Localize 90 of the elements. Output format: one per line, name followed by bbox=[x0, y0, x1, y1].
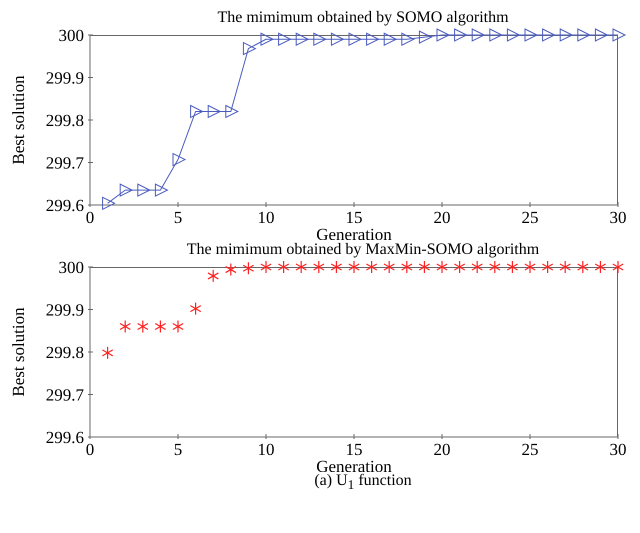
y-tick-label: 299.8 bbox=[46, 343, 84, 362]
point bbox=[506, 260, 518, 274]
y-tick-label: 299.7 bbox=[46, 386, 84, 404]
point bbox=[577, 260, 589, 274]
point bbox=[436, 28, 450, 42]
point bbox=[594, 28, 608, 42]
x-tick-label: 20 bbox=[434, 208, 450, 227]
x-tick-label: 30 bbox=[610, 208, 626, 227]
point bbox=[225, 262, 237, 276]
point bbox=[260, 260, 272, 274]
point bbox=[594, 260, 606, 274]
y-axis-title: Best solution bbox=[9, 74, 28, 165]
point bbox=[489, 28, 502, 42]
point bbox=[366, 260, 378, 274]
x-axis-title: Generation bbox=[316, 225, 392, 244]
point bbox=[348, 260, 360, 274]
point bbox=[542, 260, 554, 274]
point bbox=[190, 105, 204, 118]
x-tick-label: 5 bbox=[174, 208, 182, 227]
point bbox=[489, 260, 501, 274]
point bbox=[313, 32, 326, 46]
point bbox=[137, 320, 149, 334]
point bbox=[208, 105, 221, 118]
point bbox=[102, 196, 116, 210]
point bbox=[260, 32, 274, 46]
text: (a) U$_{1}$ function bbox=[313, 472, 413, 494]
point bbox=[190, 302, 202, 316]
point bbox=[242, 262, 254, 275]
point bbox=[524, 28, 538, 42]
point bbox=[472, 28, 485, 42]
point bbox=[242, 42, 256, 56]
point bbox=[330, 32, 344, 46]
point bbox=[119, 320, 131, 334]
x-tick-label: 15 bbox=[346, 440, 362, 459]
x-tick-label: 10 bbox=[258, 208, 274, 227]
point bbox=[366, 32, 380, 46]
x-tick-label: 25 bbox=[522, 440, 538, 459]
y-tick-label: 300 bbox=[58, 26, 84, 45]
point bbox=[154, 320, 166, 334]
x-tick-label: 25 bbox=[522, 208, 538, 227]
point bbox=[401, 32, 414, 46]
point bbox=[278, 260, 290, 274]
point bbox=[295, 260, 307, 274]
point bbox=[560, 28, 573, 42]
point bbox=[418, 260, 430, 274]
chart-title: The mimimum obtained by MaxMin-SOMO algorithm bbox=[186, 241, 540, 258]
y-tick-label: 299.6 bbox=[46, 196, 84, 215]
point bbox=[612, 260, 624, 274]
point bbox=[137, 184, 150, 197]
y-tick-label: 299.9 bbox=[46, 300, 84, 320]
point bbox=[154, 184, 168, 197]
y-axis-title: Best solution bbox=[9, 306, 28, 397]
y-tick-label: 299.8 bbox=[46, 111, 84, 130]
point bbox=[418, 30, 432, 44]
x-tick-label: 5 bbox=[174, 440, 182, 459]
point bbox=[471, 260, 483, 274]
point bbox=[313, 260, 325, 274]
point bbox=[612, 28, 626, 42]
point bbox=[401, 260, 413, 274]
point bbox=[454, 260, 466, 274]
point bbox=[542, 28, 556, 42]
point bbox=[577, 28, 590, 42]
point bbox=[172, 153, 186, 166]
point bbox=[384, 32, 397, 46]
point bbox=[278, 32, 292, 46]
point bbox=[559, 260, 571, 274]
x-tick-label: 15 bbox=[346, 208, 362, 227]
point bbox=[120, 184, 133, 197]
point bbox=[383, 260, 395, 274]
y-tick-label: 299.7 bbox=[46, 154, 84, 172]
x-tick-label: 20 bbox=[434, 440, 450, 459]
x-tick-label: 10 bbox=[258, 440, 274, 459]
y-tick-label: 300 bbox=[58, 258, 84, 277]
point bbox=[207, 269, 219, 283]
point bbox=[348, 32, 362, 46]
point bbox=[524, 260, 536, 274]
point bbox=[102, 346, 114, 360]
x-tick-label: 30 bbox=[610, 440, 626, 459]
chart-title: The mimimum obtained by SOMO algorithm bbox=[217, 9, 509, 26]
x-tick-label: 0 bbox=[86, 440, 94, 459]
point bbox=[330, 260, 342, 274]
point bbox=[454, 28, 468, 42]
point bbox=[172, 320, 184, 334]
point bbox=[506, 28, 520, 42]
point bbox=[225, 105, 238, 118]
point bbox=[296, 32, 309, 46]
y-tick-label: 299.6 bbox=[46, 428, 84, 447]
point bbox=[436, 260, 448, 274]
x-tick-label: 0 bbox=[86, 208, 94, 227]
y-tick-label: 299.9 bbox=[46, 68, 84, 88]
